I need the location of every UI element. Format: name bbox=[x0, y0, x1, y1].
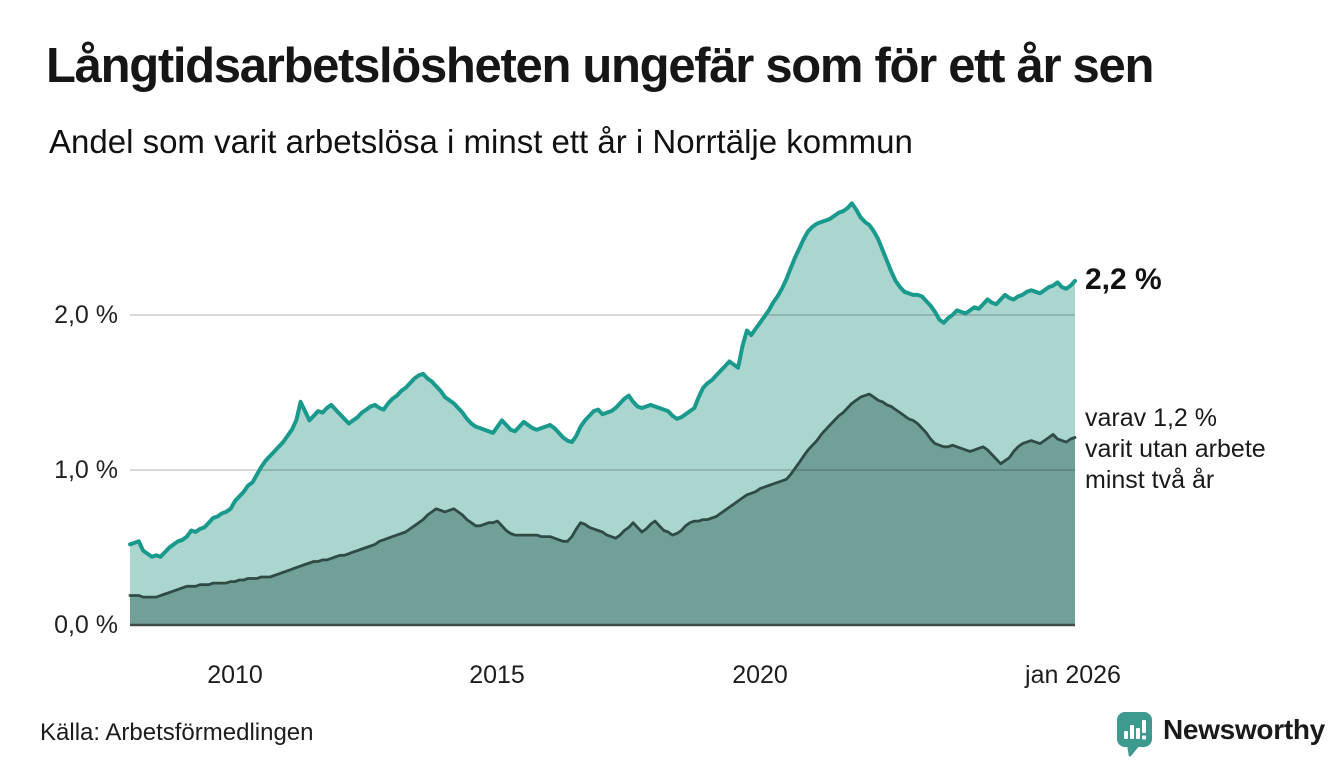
x-axis-label-2015: 2015 bbox=[469, 661, 525, 689]
page-subtitle: Andel som varit arbetslösa i minst ett å… bbox=[49, 123, 913, 160]
y-axis-label-0: 0,0 % bbox=[54, 611, 118, 639]
line-0 bbox=[128, 201, 1077, 559]
x-axis-label-jan-2026: jan 2026 bbox=[1025, 661, 1121, 689]
area-1 bbox=[130, 394, 1075, 625]
x-axis-label-2010: 2010 bbox=[207, 661, 263, 689]
y-axis-label-1: 1,0 % bbox=[54, 456, 118, 484]
annotation-line-1: varav 1,2 % bbox=[1085, 404, 1218, 432]
series-end-value-label: 2,2 % bbox=[1085, 263, 1162, 296]
newsworthy-logo: Newsworthy bbox=[1116, 710, 1325, 758]
newsworthy-logo-text: Newsworthy bbox=[1163, 714, 1325, 745]
line-1 bbox=[128, 392, 1077, 599]
annotation-line-2: varit utan arbete bbox=[1085, 435, 1266, 463]
x-axis-label-2020: 2020 bbox=[732, 661, 788, 689]
source-note: Källa: Arbetsförmedlingen bbox=[40, 719, 314, 746]
secondary-series-annotation: varav 1,2 % varit utan arbete minst två … bbox=[1085, 403, 1266, 496]
newsworthy-logo-icon bbox=[1117, 712, 1152, 757]
annotation-line-3: minst två år bbox=[1085, 466, 1215, 494]
y-axis-label-2: 2,0 % bbox=[54, 301, 118, 329]
page-title: Långtidsarbetslösheten ungefär som för e… bbox=[46, 39, 1154, 93]
